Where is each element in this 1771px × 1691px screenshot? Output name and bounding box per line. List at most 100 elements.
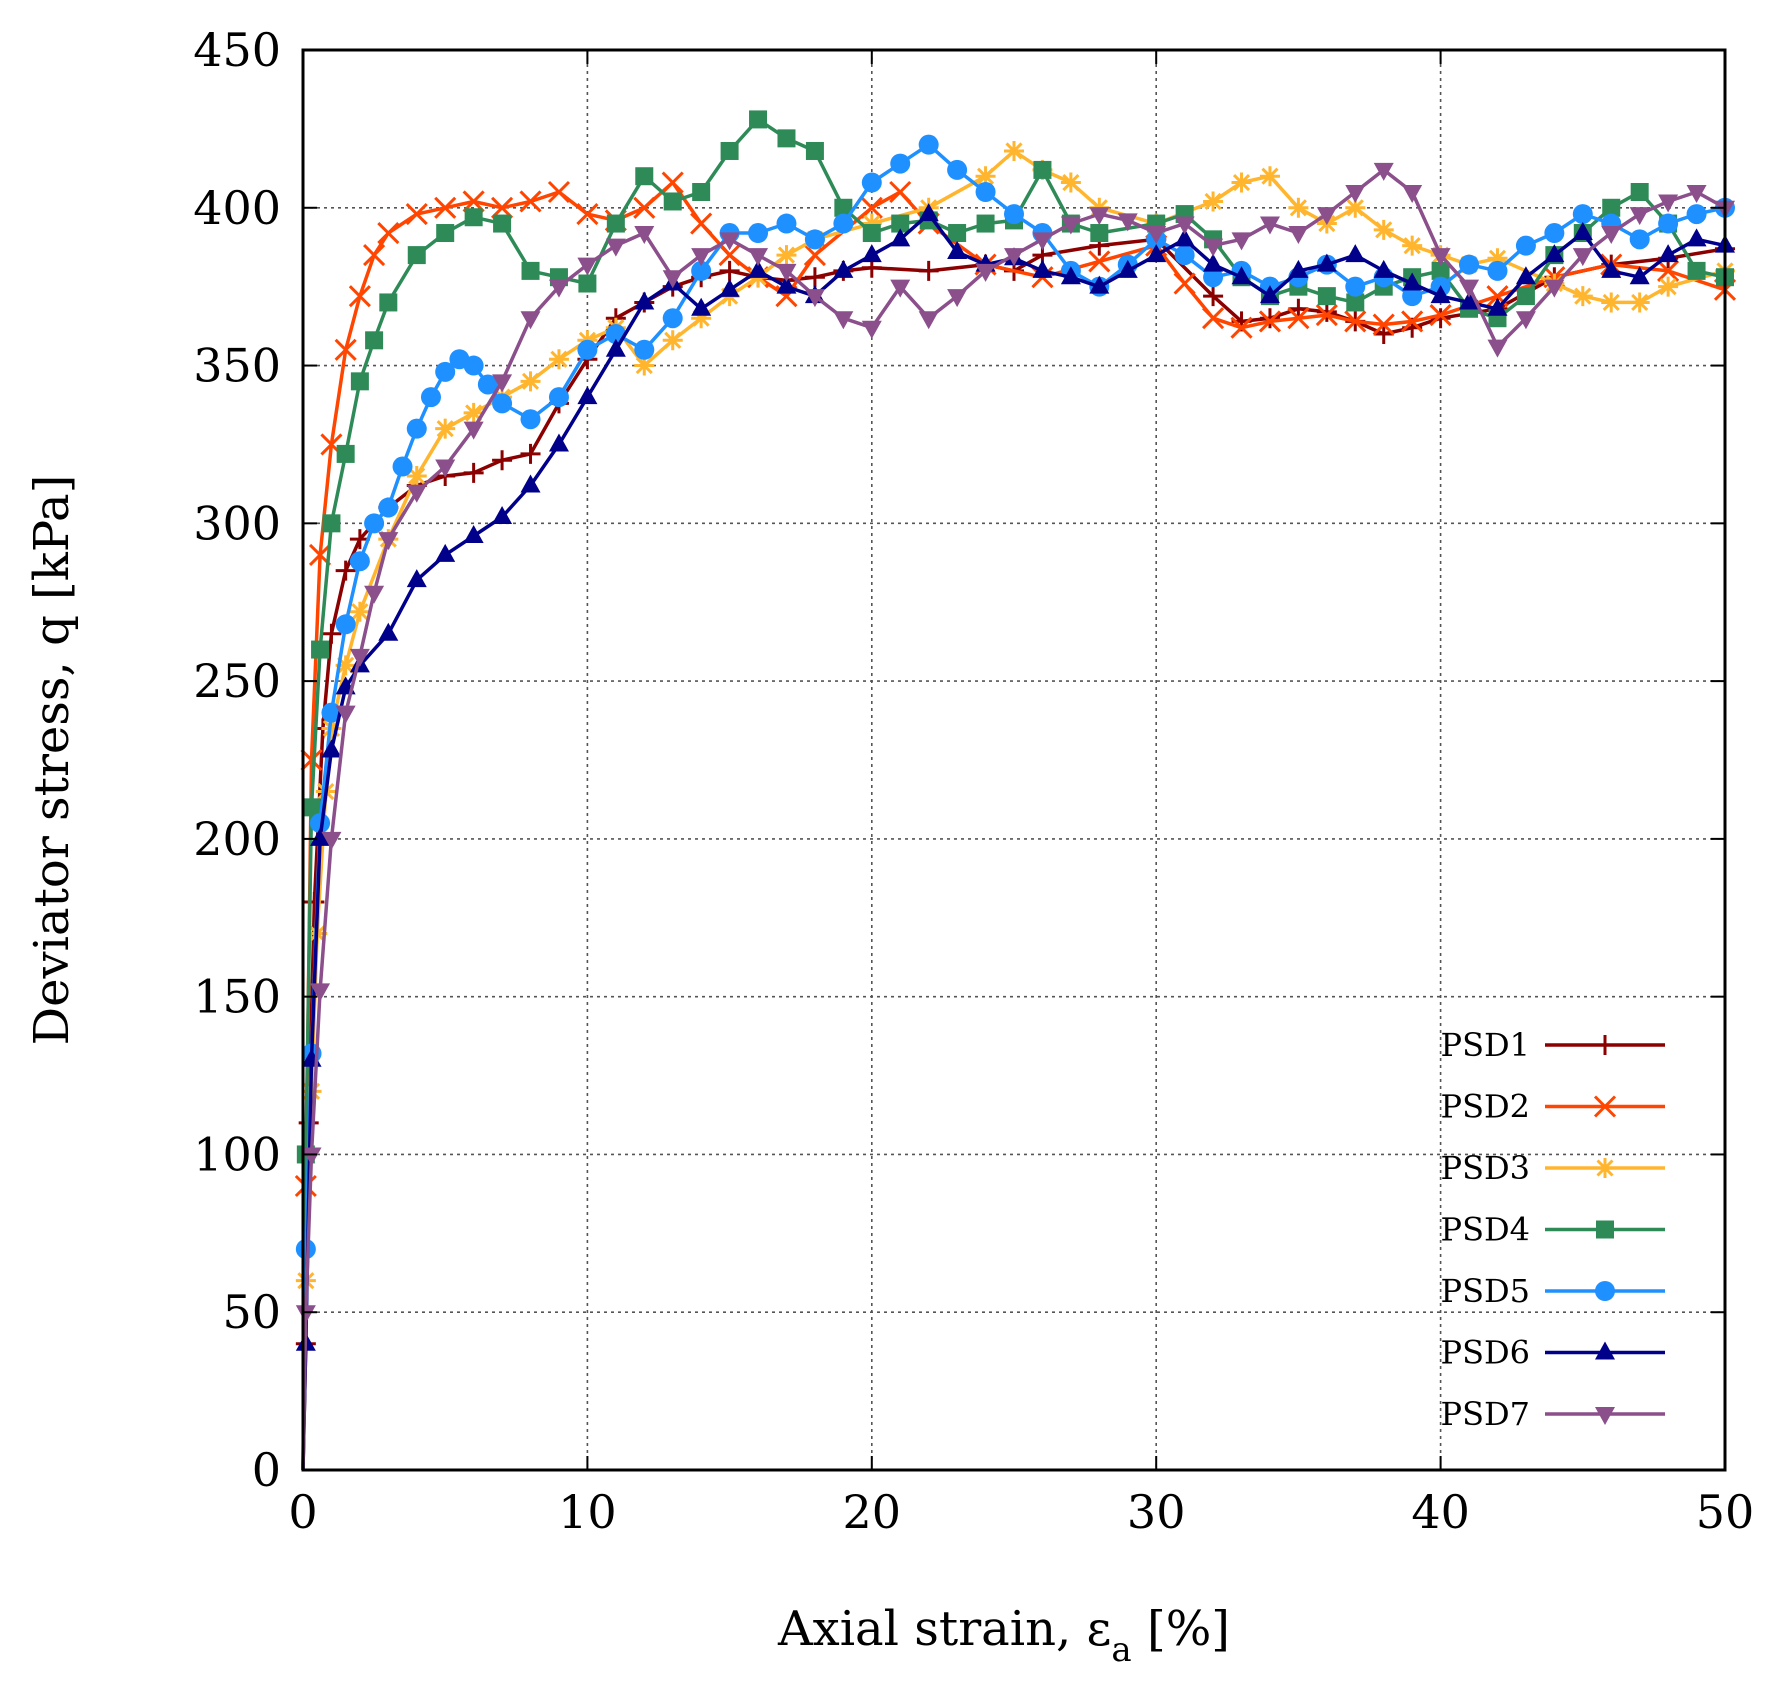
data-point (947, 159, 968, 180)
data-point (890, 228, 911, 247)
data-point (321, 831, 342, 850)
data-point (310, 827, 331, 846)
x-tick-label: 0 (288, 1485, 317, 1539)
data-point (1658, 244, 1679, 263)
legend-marker (1595, 1035, 1615, 1055)
data-point (862, 224, 881, 243)
data-point (1630, 183, 1649, 201)
legend-label: PSD5 (1441, 1272, 1530, 1310)
data-point (321, 623, 342, 644)
data-point (350, 372, 369, 391)
data-point (1687, 261, 1706, 280)
data-point (975, 166, 996, 187)
data-point (521, 261, 540, 280)
data-point (606, 214, 625, 233)
data-point (748, 259, 769, 278)
data-point (861, 320, 882, 339)
data-point (748, 248, 769, 267)
data-point (1174, 216, 1195, 235)
data-point (1658, 213, 1679, 234)
data-point (578, 274, 597, 293)
data-point (1146, 244, 1167, 263)
data-point (492, 374, 513, 393)
data-point (1544, 244, 1565, 263)
data-point (1316, 253, 1337, 272)
data-point (577, 386, 598, 405)
legend-marker (1595, 1341, 1615, 1360)
data-point (634, 291, 655, 310)
data-point (1231, 172, 1252, 193)
data-point (890, 153, 911, 174)
data-point (1345, 197, 1366, 218)
data-point (690, 212, 713, 235)
data-point (392, 456, 413, 477)
data-point (1004, 204, 1024, 225)
data-point (435, 361, 456, 382)
x-axis-label: Axial strain, εa [%] (777, 1601, 1230, 1670)
data-point (1544, 279, 1565, 298)
legend-label: PSD1 (1441, 1026, 1530, 1064)
legend-marker (1595, 1281, 1615, 1301)
data-point (1430, 285, 1451, 304)
legend-marker (1593, 1095, 1617, 1118)
data-point (492, 506, 513, 525)
y-tick-label: 0 (252, 1443, 281, 1497)
data-point (1346, 293, 1365, 312)
data-point (1515, 311, 1536, 330)
data-point (1259, 216, 1280, 235)
data-point (1004, 248, 1024, 267)
data-point (1117, 213, 1138, 232)
data-point (548, 433, 569, 452)
data-point (1288, 298, 1309, 319)
data-point (1629, 207, 1650, 226)
data-point (379, 293, 398, 312)
data-point (1344, 310, 1367, 333)
data-point (348, 285, 371, 308)
legend-marker (1596, 1220, 1614, 1239)
series-line (301, 180, 1726, 1471)
data-point (1259, 285, 1280, 304)
data-point (719, 278, 740, 297)
data-point (749, 110, 768, 129)
data-point (635, 167, 654, 186)
data-point (1602, 198, 1621, 217)
data-point (548, 387, 569, 408)
data-point (1459, 254, 1480, 275)
data-point (605, 238, 626, 257)
data-point (334, 338, 357, 361)
data-point (1032, 259, 1053, 278)
data-point (1345, 244, 1366, 263)
series-psd7 (295, 162, 1735, 1471)
data-point (464, 208, 483, 227)
series-layer (294, 110, 1737, 1471)
data-point (634, 339, 655, 360)
data-point (1033, 160, 1052, 179)
data-point (548, 279, 569, 298)
data-point (463, 524, 484, 543)
y-axis-label: Deviator stress, q [kPa] (24, 475, 80, 1046)
data-point (860, 196, 883, 219)
legend-label: PSD2 (1441, 1088, 1530, 1126)
legend-marker (1595, 1407, 1615, 1425)
data-point (634, 355, 655, 376)
data-point (948, 224, 967, 243)
data-point (719, 260, 740, 281)
data-point (1601, 259, 1622, 278)
data-point (335, 560, 356, 581)
data-point (349, 648, 370, 667)
data-point (491, 196, 514, 219)
data-point (1658, 194, 1679, 213)
data-point (1060, 216, 1081, 235)
data-point (406, 466, 427, 486)
data-point (891, 214, 910, 233)
data-point (435, 418, 456, 439)
data-point (462, 190, 485, 213)
data-point (861, 213, 882, 234)
data-point (378, 497, 399, 518)
data-point (1288, 226, 1309, 245)
y-tick-label: 150 (193, 970, 281, 1024)
data-point (377, 221, 400, 245)
data-point (1601, 226, 1622, 245)
data-point (890, 279, 911, 298)
